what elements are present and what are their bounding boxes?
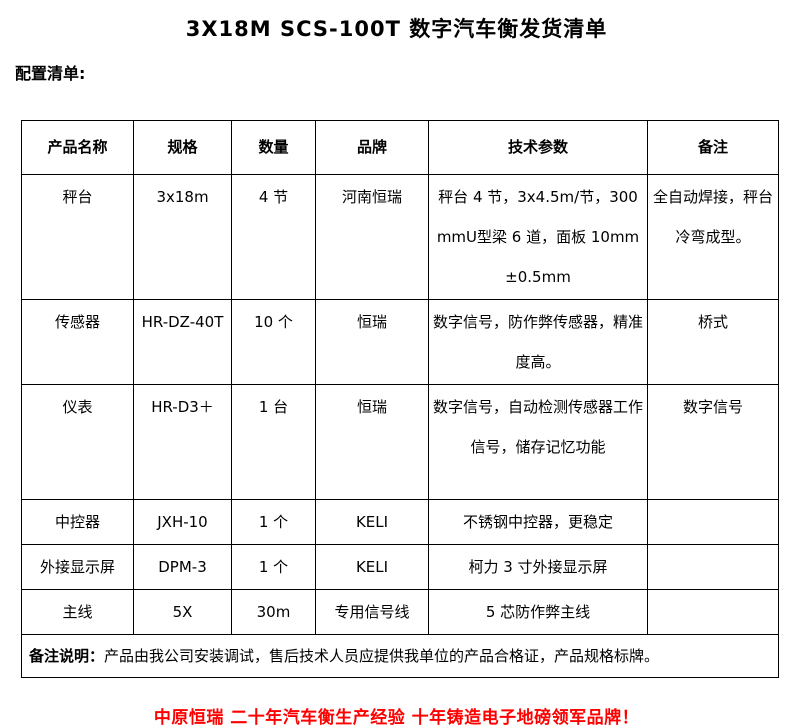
remarks-cell: 数字信号 [647,384,779,500]
brand-cell: 河南恒瑞 [315,174,429,300]
table-row: 中控器 JXH-10 1 个 KELI 不锈钢中控器，更稳定 [21,499,779,545]
tech-params-cell: 数字信号，自动检测传感器工作信号，储存记忆功能 [428,384,648,500]
product-name-cell: 外接显示屏 [21,544,134,590]
remark-label: 备注说明： [29,647,105,665]
table-row: 仪表 HR-D3＋ 1 台 恒瑞 数字信号，自动检测传感器工作信号，储存记忆功能… [21,384,779,500]
spec-cell: DPM-3 [133,544,232,590]
spec-cell: HR-D3＋ [133,384,232,500]
product-name-cell: 中控器 [21,499,134,545]
remarks-cell: 桥式 [647,299,779,385]
col-header-tech-params: 技术参数 [428,120,648,175]
col-header-product-name: 产品名称 [21,120,134,175]
remarks-cell [647,499,779,545]
quantity-cell: 1 个 [231,499,316,545]
quantity-cell: 4 节 [231,174,316,300]
page-title: 3X18M SCS-100T 数字汽车衡发货清单 [185,17,608,41]
remarks-cell: 全自动焊接，秤台冷弯成型。 [647,174,779,300]
tech-params-cell: 不锈钢中控器，更稳定 [428,499,648,545]
quantity-cell: 1 个 [231,544,316,590]
quantity-cell: 10 个 [231,299,316,385]
brand-cell: 恒瑞 [315,299,429,385]
remark-row: 备注说明：产品由我公司安装调试，售后技术人员应提供我单位的产品合格证，产品规格标… [21,634,779,678]
product-name-cell: 仪表 [21,384,134,500]
product-name-cell: 主线 [21,589,134,635]
remark-text: 产品由我公司安装调试，售后技术人员应提供我单位的产品合格证，产品规格标牌。 [104,647,660,665]
spec-cell: HR-DZ-40T [133,299,232,385]
spec-cell: JXH-10 [133,499,232,545]
col-header-remarks: 备注 [647,120,779,175]
spec-cell: 5X [133,589,232,635]
tech-params-cell: 数字信号，防作弊传感器，精准度高。 [428,299,648,385]
brand-cell: 专用信号线 [315,589,429,635]
product-name-cell: 传感器 [21,299,134,385]
brand-cell: KELI [315,499,429,545]
quantity-cell: 1 台 [231,384,316,500]
tech-params-cell: 5 芯防作弊主线 [428,589,648,635]
config-list-label: 配置清单: [15,64,86,83]
table-row: 秤台 3x18m 4 节 河南恒瑞 秤台 4 节，3x4.5m/节，300mmU… [21,174,779,300]
product-name-cell: 秤台 [21,174,134,300]
spec-cell: 3x18m [133,174,232,300]
tech-params-cell: 柯力 3 寸外接显示屏 [428,544,648,590]
quantity-cell: 30m [231,589,316,635]
table-row: 外接显示屏 DPM-3 1 个 KELI 柯力 3 寸外接显示屏 [21,544,779,590]
delivery-list-document: 3X18M SCS-100T 数字汽车衡发货清单 配置清单: 产品名称 规格 数… [0,13,793,728]
brand-cell: 恒瑞 [315,384,429,500]
col-header-spec: 规格 [133,120,232,175]
remarks-cell [647,589,779,635]
footer-slogan: 中原恒瑞 二十年汽车衡生产经验 十年铸造电子地磅领军品牌！ [153,708,640,728]
table-row: 传感器 HR-DZ-40T 10 个 恒瑞 数字信号，防作弊传感器，精准度高。 … [21,299,779,385]
brand-cell: KELI [315,544,429,590]
config-table: 产品名称 规格 数量 品牌 技术参数 备注 秤台 3x18m 4 节 河南恒瑞 … [21,120,779,678]
tech-params-cell: 秤台 4 节，3x4.5m/节，300mmU型梁 6 道，面板 10mm±0.5… [428,174,648,300]
remarks-cell [647,544,779,590]
remark-cell: 备注说明：产品由我公司安装调试，售后技术人员应提供我单位的产品合格证，产品规格标… [21,634,779,678]
col-header-quantity: 数量 [231,120,316,175]
header-row: 产品名称 规格 数量 品牌 技术参数 备注 [21,120,779,175]
col-header-brand: 品牌 [315,120,429,175]
table-row: 主线 5X 30m 专用信号线 5 芯防作弊主线 [21,589,779,635]
